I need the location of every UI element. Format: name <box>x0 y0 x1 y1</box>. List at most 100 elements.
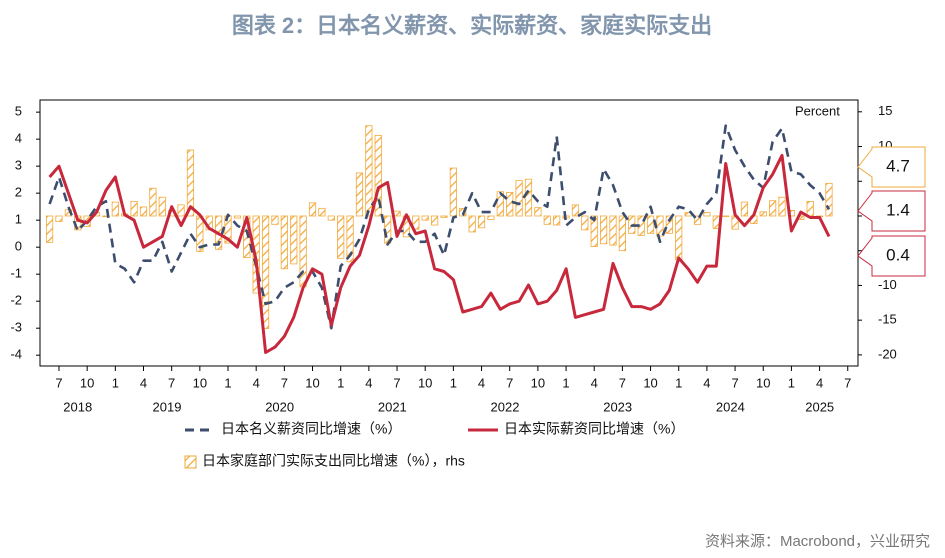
x-tick-label: 7 <box>55 375 62 390</box>
bar <box>740 201 749 217</box>
bar <box>290 215 298 265</box>
bar <box>261 215 270 329</box>
y2-tick-label: -10 <box>878 277 897 292</box>
bar <box>515 180 523 217</box>
callout-box <box>857 235 926 277</box>
year-label: 2021 <box>378 399 407 414</box>
x-tick-label: 10 <box>643 375 657 390</box>
bar <box>656 215 664 237</box>
bar <box>665 215 673 234</box>
bar <box>355 172 364 217</box>
bar <box>149 187 157 217</box>
bar <box>177 204 185 217</box>
bar <box>318 207 326 217</box>
line <box>48 124 831 330</box>
chart-title: 图表 2：日本名义薪资、实际薪资、家庭实际支出 <box>232 13 712 38</box>
line <box>48 153 831 354</box>
bar <box>327 215 335 221</box>
bar <box>722 215 730 217</box>
x-tick-label: 4 <box>478 375 485 390</box>
bar <box>46 215 54 243</box>
y-tick-label: 1 <box>15 212 22 227</box>
bar <box>139 206 148 217</box>
x-tick-label: 10 <box>756 375 770 390</box>
bar <box>571 204 580 217</box>
bar <box>271 215 279 225</box>
bar <box>430 215 439 226</box>
callout-box <box>857 146 926 188</box>
year-label: 2018 <box>63 399 92 414</box>
callout-label: 1.4 <box>886 200 910 219</box>
legend-label: 日本名义薪资同比增速（%） <box>221 421 401 437</box>
bar <box>158 196 166 217</box>
bar <box>130 200 138 217</box>
y-tick-label: 3 <box>15 158 22 173</box>
bar <box>308 202 317 217</box>
bar <box>346 215 354 263</box>
callout-label: 4.7 <box>886 156 910 175</box>
bar <box>477 215 486 229</box>
x-tick-label: 7 <box>731 375 738 390</box>
bar <box>55 215 63 222</box>
bar <box>618 215 626 252</box>
bar <box>337 215 345 259</box>
x-tick-label: 1 <box>788 375 795 390</box>
y-tick-label: 4 <box>15 131 22 146</box>
bar <box>280 215 288 270</box>
bar <box>703 212 711 217</box>
x-tick-label: 7 <box>619 375 626 390</box>
x-tick-label: 7 <box>168 375 175 390</box>
bar <box>111 201 119 217</box>
bar <box>769 200 777 217</box>
year-label: 2020 <box>265 399 294 414</box>
bar <box>468 215 476 233</box>
bar <box>506 191 514 217</box>
x-tick-label: 1 <box>224 375 231 390</box>
bar <box>233 215 241 219</box>
x-tick-label: 10 <box>531 375 545 390</box>
x-tick-label: 10 <box>305 375 319 390</box>
x-tick-label: 4 <box>703 375 710 390</box>
x-tick-label: 1 <box>450 375 457 390</box>
x-tick-label: 4 <box>253 375 260 390</box>
bar <box>299 215 307 288</box>
y-tick-label: 2 <box>15 185 22 200</box>
bar <box>581 215 589 231</box>
plot-frame <box>39 99 859 367</box>
year-label: 2024 <box>716 399 745 414</box>
bar <box>374 135 382 217</box>
y-tick-label: -2 <box>10 293 22 308</box>
source: 资料来源：Macrobond，兴业研究 <box>705 533 930 550</box>
year-label: 2019 <box>153 399 182 414</box>
y-tick-label: 5 <box>15 104 22 119</box>
bar <box>675 215 683 261</box>
y2-axis-label: Percent <box>795 103 840 118</box>
callout-box <box>857 190 926 232</box>
year-label: 2025 <box>805 399 834 414</box>
legend-label: 日本实际薪资同比增速（%） <box>504 421 684 437</box>
x-tick-label: 4 <box>365 375 372 390</box>
x-tick-label: 10 <box>80 375 94 390</box>
bar <box>534 207 542 217</box>
bar <box>693 215 702 225</box>
x-tick-label: 1 <box>675 375 682 390</box>
x-tick-label: 10 <box>193 375 207 390</box>
callout-label: 0.4 <box>886 245 910 264</box>
bar <box>365 125 373 217</box>
y2-tick-label: -15 <box>878 312 897 327</box>
bar <box>440 215 448 218</box>
y-tick-label: -1 <box>10 266 22 281</box>
legend-swatch <box>184 455 197 469</box>
x-tick-label: 4 <box>140 375 147 390</box>
bar <box>543 215 551 225</box>
y-tick-label: 0 <box>15 239 22 254</box>
bar <box>806 200 814 217</box>
year-label: 2022 <box>491 399 520 414</box>
x-tick-label: 1 <box>562 375 569 390</box>
x-tick-label: 10 <box>418 375 432 390</box>
bar <box>186 149 195 217</box>
legend-label: 日本家庭部门实际支出同比增速（%），rhs <box>202 453 465 469</box>
bar <box>421 215 429 221</box>
bar <box>778 196 786 217</box>
x-tick-label: 7 <box>506 375 513 390</box>
